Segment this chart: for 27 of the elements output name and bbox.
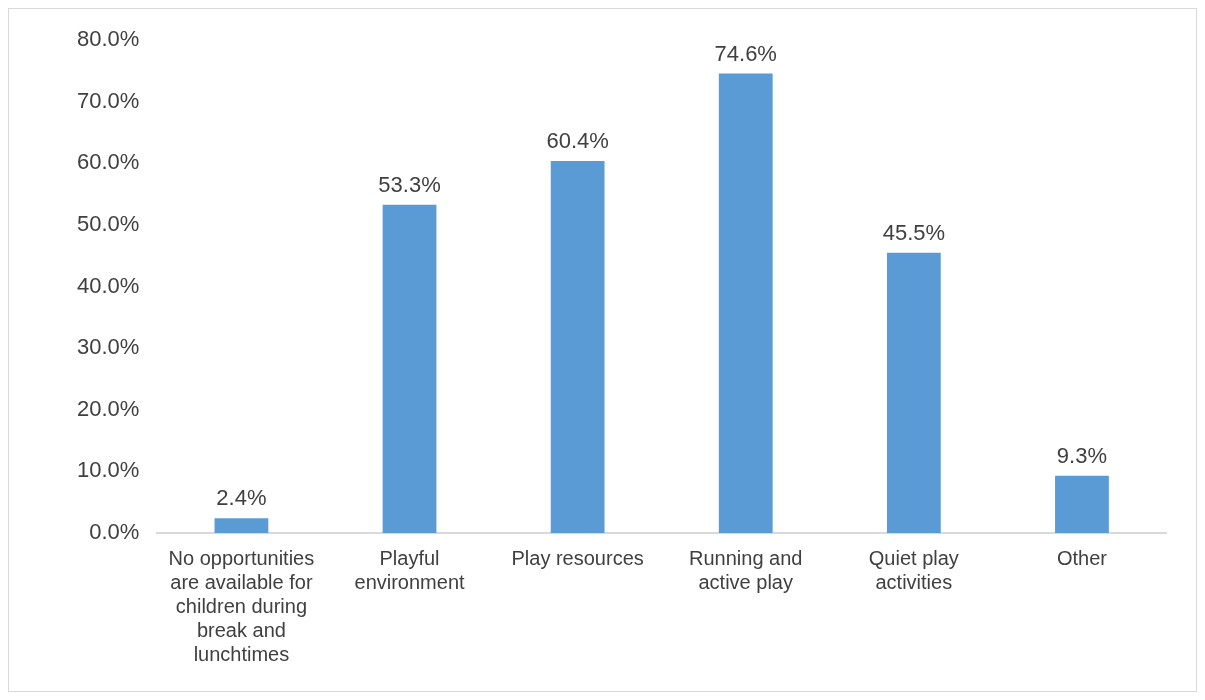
x-tick-label: Play resources [511, 546, 644, 569]
y-tick-label: 70.0% [76, 87, 140, 113]
data-label: 53.3% [378, 171, 441, 197]
y-tick-label: 30.0% [76, 334, 140, 360]
data-label: 45.5% [882, 219, 946, 245]
data-label: 9.3% [1056, 442, 1108, 468]
bar [886, 252, 941, 533]
data-label: 74.6% [714, 40, 777, 66]
x-tick-label: Quiet play activities [868, 546, 959, 593]
bar [718, 73, 773, 533]
x-tick-label: Running and active play [689, 546, 803, 593]
data-label: 2.4% [216, 485, 267, 511]
x-tick-label: Playful environment [354, 546, 466, 593]
y-tick-label: 50.0% [76, 211, 140, 237]
y-tick-label: 60.0% [76, 149, 140, 175]
x-tick-label: No opportunities are available for children during break and lunchtimes [168, 546, 315, 665]
bar [382, 204, 437, 533]
bar [1055, 475, 1109, 533]
y-tick-label: 0.0% [89, 519, 140, 545]
y-tick-label: 80.0% [76, 26, 140, 52]
bar [214, 518, 269, 533]
data-label: 60.4% [546, 128, 609, 153]
y-tick-label: 10.0% [76, 457, 140, 483]
bar [550, 160, 605, 533]
x-tick-label: Other [1056, 546, 1108, 569]
y-tick-label: 20.0% [76, 395, 140, 421]
y-tick-label: 40.0% [76, 272, 140, 298]
